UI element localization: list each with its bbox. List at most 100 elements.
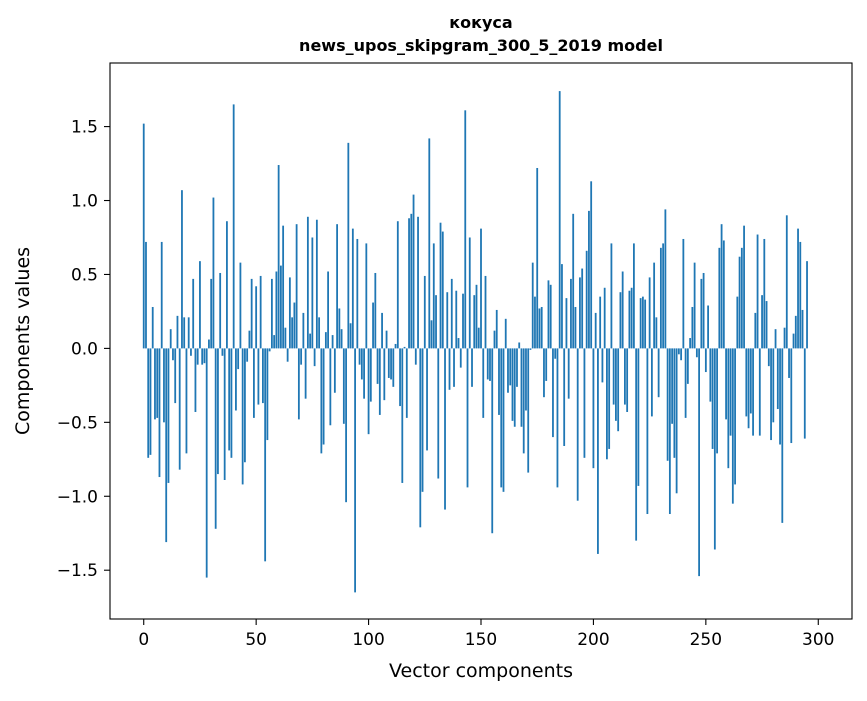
bar bbox=[610, 243, 613, 349]
bar bbox=[747, 348, 750, 429]
bar bbox=[576, 348, 579, 501]
bar bbox=[331, 335, 334, 349]
bar bbox=[772, 348, 775, 423]
bar bbox=[617, 348, 620, 432]
bar bbox=[165, 348, 168, 543]
bar bbox=[545, 348, 548, 381]
bar bbox=[601, 348, 604, 383]
bar bbox=[540, 306, 543, 349]
bar bbox=[756, 234, 759, 349]
bar bbox=[698, 348, 700, 577]
bar bbox=[689, 338, 692, 349]
bar bbox=[477, 327, 480, 349]
bar bbox=[338, 308, 341, 349]
bar bbox=[430, 320, 433, 349]
bar bbox=[628, 290, 631, 349]
bar bbox=[401, 348, 404, 483]
bar bbox=[396, 221, 399, 349]
bar bbox=[392, 348, 395, 387]
bar bbox=[293, 302, 296, 349]
bar bbox=[176, 315, 179, 349]
bar bbox=[745, 348, 748, 417]
bar bbox=[637, 348, 640, 486]
x-tick-label: 0 bbox=[138, 630, 149, 650]
bar bbox=[635, 348, 638, 541]
bar bbox=[235, 348, 237, 411]
bar bbox=[597, 348, 599, 554]
bar bbox=[547, 280, 550, 349]
bar bbox=[729, 348, 732, 436]
bar bbox=[212, 197, 215, 349]
bar bbox=[659, 247, 662, 349]
bar bbox=[592, 348, 595, 469]
bar bbox=[385, 330, 388, 349]
bar bbox=[711, 348, 714, 449]
bar bbox=[538, 308, 541, 349]
bar bbox=[174, 348, 177, 404]
bar bbox=[590, 181, 593, 349]
bar bbox=[761, 295, 763, 349]
bar bbox=[230, 348, 233, 458]
bar bbox=[738, 256, 741, 349]
bar bbox=[360, 348, 363, 380]
bar bbox=[767, 348, 770, 367]
bar bbox=[329, 348, 332, 426]
y-tick-label: −1.5 bbox=[57, 561, 98, 581]
bar bbox=[333, 348, 336, 393]
bar bbox=[142, 123, 145, 349]
bar bbox=[633, 243, 635, 349]
bar bbox=[349, 323, 352, 349]
bar bbox=[520, 348, 523, 427]
bar bbox=[318, 317, 321, 349]
bar bbox=[291, 317, 294, 349]
bar bbox=[500, 348, 503, 488]
bar bbox=[511, 348, 514, 421]
bar bbox=[448, 348, 451, 390]
bar bbox=[311, 237, 314, 349]
bar bbox=[219, 272, 222, 349]
bar bbox=[734, 348, 736, 485]
bar bbox=[702, 272, 705, 349]
bar bbox=[300, 348, 303, 365]
bar bbox=[327, 271, 329, 349]
bar bbox=[583, 348, 586, 458]
bar bbox=[358, 348, 361, 365]
bar bbox=[158, 348, 161, 478]
bar bbox=[421, 348, 424, 492]
x-tick-label: 50 bbox=[245, 630, 267, 650]
bar bbox=[491, 348, 494, 534]
bar bbox=[700, 278, 703, 349]
bar bbox=[686, 348, 689, 384]
bar bbox=[509, 348, 512, 386]
bar bbox=[342, 348, 345, 424]
bar bbox=[570, 278, 572, 349]
bar bbox=[758, 348, 761, 436]
bar bbox=[641, 296, 644, 349]
bar bbox=[626, 348, 629, 412]
bar bbox=[585, 250, 588, 349]
bar bbox=[378, 348, 381, 415]
bar bbox=[736, 296, 739, 349]
y-axis-label: Components values bbox=[12, 247, 34, 435]
bar bbox=[313, 348, 316, 367]
bar bbox=[286, 348, 289, 362]
bar bbox=[156, 348, 159, 418]
bar bbox=[426, 348, 428, 451]
bar bbox=[324, 332, 327, 349]
bar bbox=[284, 327, 287, 349]
bar bbox=[201, 348, 204, 365]
bar bbox=[226, 221, 228, 349]
x-tick-label: 200 bbox=[577, 630, 609, 650]
bar bbox=[666, 348, 669, 461]
bar bbox=[239, 262, 242, 349]
bar bbox=[498, 348, 500, 415]
bar bbox=[558, 91, 561, 349]
bar bbox=[799, 241, 802, 349]
bar bbox=[518, 342, 521, 349]
bar bbox=[410, 213, 413, 349]
plot-frame bbox=[109, 62, 853, 620]
bar bbox=[446, 292, 449, 349]
bar bbox=[228, 348, 231, 451]
